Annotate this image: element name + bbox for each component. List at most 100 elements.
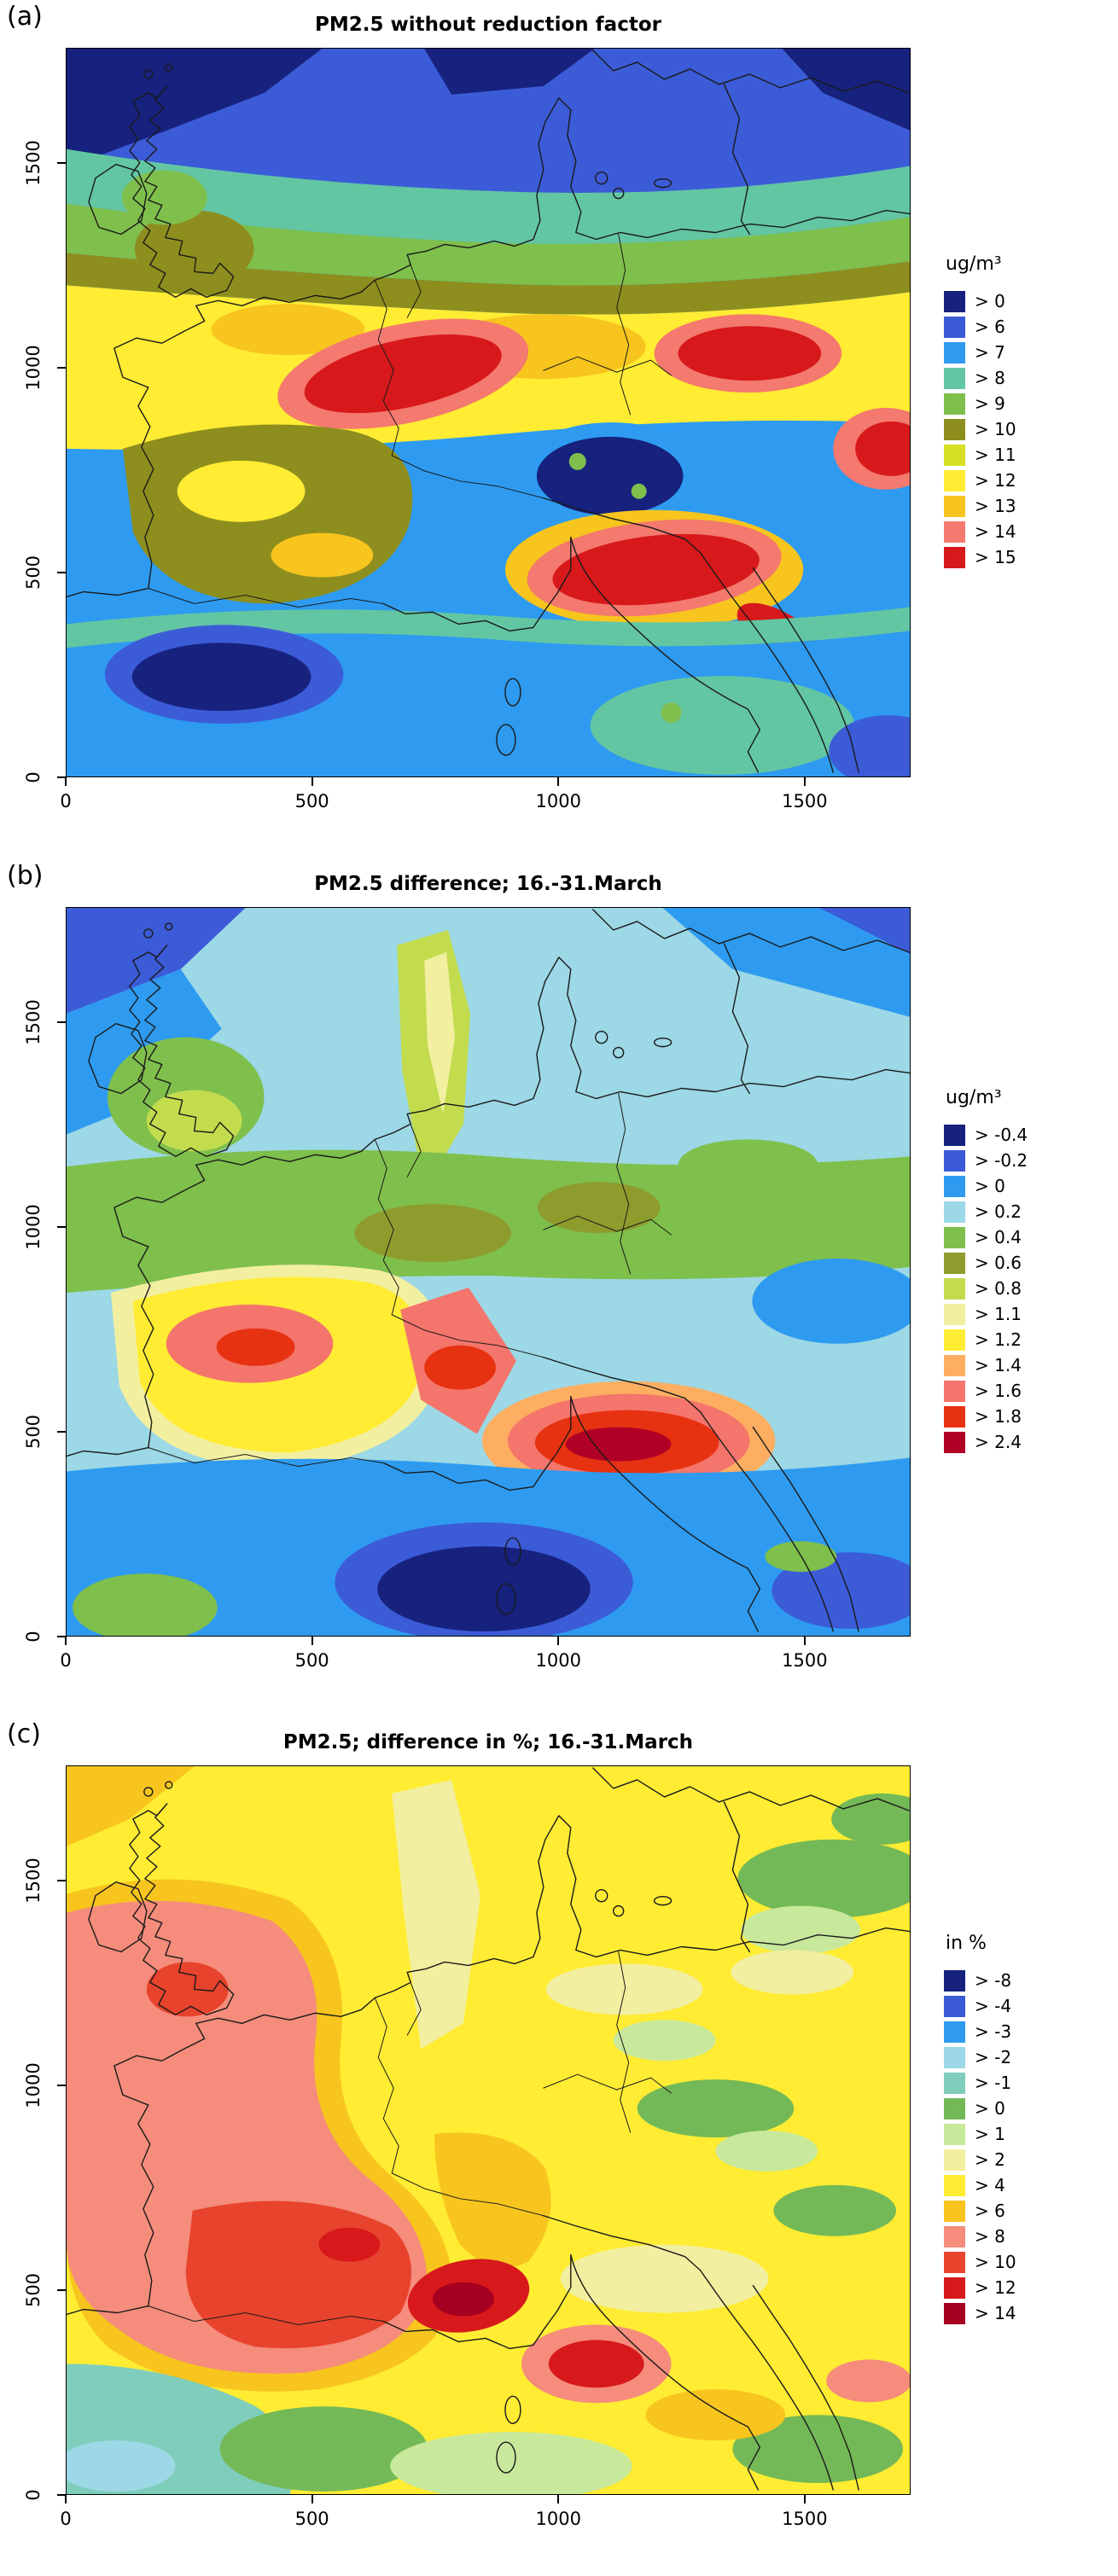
legend-swatch xyxy=(944,2123,965,2145)
plot-title-c: PM2.5; difference in %; 16.-31.March xyxy=(282,1731,694,1753)
legend-title-a: ug/m³ xyxy=(946,253,1002,275)
legend-swatch xyxy=(944,2072,965,2094)
legend-row: > -2 xyxy=(944,2046,1016,2068)
tick-mark xyxy=(57,161,66,164)
y-tick-label: 1000 xyxy=(23,1203,44,1250)
legend-label: > 0.2 xyxy=(975,1201,1022,1222)
heatmap-region xyxy=(67,253,910,315)
legend-swatch xyxy=(944,1277,965,1300)
tick-mark xyxy=(57,1636,66,1637)
panel-label-c: (c) xyxy=(7,1719,41,1749)
tick-mark xyxy=(311,777,313,786)
legend-row: > -0.2 xyxy=(944,1149,1028,1172)
heatmap-region xyxy=(271,532,374,578)
y-tick-label: 0 xyxy=(23,2489,44,2501)
legend-label: > 2.4 xyxy=(975,1432,1022,1452)
heatmap-region xyxy=(645,2389,786,2441)
legend-a: ug/m³ > 0 > 6 > 7 > 8 > 9 > 10 > 11 > 12 > 13 > 1… xyxy=(944,48,1016,777)
heatmap-region xyxy=(73,1573,218,1636)
legend-label: > 12 xyxy=(975,470,1016,491)
tick-mark xyxy=(57,571,66,573)
legend-label: > 1.2 xyxy=(975,1329,1022,1350)
heatmap-region xyxy=(548,2340,644,2388)
x-tick-label: 500 xyxy=(294,1650,329,1671)
heatmap-region xyxy=(392,1779,481,2050)
legend-row: > -3 xyxy=(944,2021,1016,2043)
legend-row: > 1.2 xyxy=(944,1329,1028,1351)
legend-label: > 8 xyxy=(975,2226,1005,2247)
heatmap-region xyxy=(826,2359,910,2403)
legend-c: in % > -8 > -4 > -3 > -2 > -1 > 0 > 1 > 2 > 4 > 6… xyxy=(944,1765,1016,2495)
heatmap-region xyxy=(537,1182,661,1234)
legend-swatch xyxy=(944,2174,965,2196)
heatmap-region xyxy=(737,1839,910,1918)
legend-swatch xyxy=(944,316,965,338)
legend-label: > 14 xyxy=(975,521,1016,542)
y-tick-label: 1500 xyxy=(23,998,44,1045)
legend-swatch xyxy=(944,290,965,312)
legend-label: > 8 xyxy=(975,368,1005,388)
legend-label: > -8 xyxy=(975,1970,1012,1991)
heatmap-c xyxy=(67,1766,910,2494)
x-tick-label: 0 xyxy=(60,1650,72,1671)
x-axis-b: 0 500 1000 1500 xyxy=(60,1637,911,1681)
heatmap-region xyxy=(67,49,323,168)
legend-row: > 1.8 xyxy=(944,1405,1028,1428)
heatmap-region xyxy=(715,2130,818,2172)
legend-swatch xyxy=(944,1175,965,1197)
heatmap-region xyxy=(67,148,910,244)
legend-row: > 2 xyxy=(944,2149,1016,2171)
heatmap-region xyxy=(829,715,910,776)
tick-mark xyxy=(65,2495,67,2503)
heatmap-region xyxy=(318,2227,381,2262)
legend-swatch xyxy=(944,1226,965,1248)
x-tick-label: 1500 xyxy=(782,1650,828,1671)
legend-label: > 7 xyxy=(975,342,1005,363)
legend-row: > -0.4 xyxy=(944,1124,1028,1146)
tick-mark xyxy=(65,777,67,786)
legend-title-b: ug/m³ xyxy=(946,1086,1002,1108)
heatmap-region xyxy=(390,2432,632,2494)
y-tick-label: 1500 xyxy=(23,139,44,186)
legend-label: > 0 xyxy=(975,2098,1005,2119)
legend-label: > -3 xyxy=(975,2021,1012,2042)
heatmap-region xyxy=(177,460,306,522)
legend-label: > 0 xyxy=(975,1176,1005,1196)
heatmap-region xyxy=(855,421,910,476)
heatmap-a xyxy=(67,49,910,776)
heatmap-region xyxy=(732,1209,853,1258)
map-plot-a xyxy=(66,48,911,777)
legend-swatch xyxy=(944,1329,965,1351)
heatmap-region xyxy=(146,1090,242,1152)
x-tick-label: 1000 xyxy=(535,791,581,811)
heatmap-region xyxy=(304,334,502,414)
legend-swatch xyxy=(944,1303,965,1325)
heatmap-region xyxy=(773,2184,897,2236)
heatmap-region xyxy=(433,2282,494,2317)
legend-title-c: in % xyxy=(946,1932,987,1954)
map-plot-c xyxy=(66,1765,911,2495)
tick-mark xyxy=(57,1225,66,1228)
legend-swatch xyxy=(944,469,965,491)
tick-mark xyxy=(57,1879,66,1881)
heatmap-region xyxy=(545,1963,703,2015)
x-tick-label: 1000 xyxy=(535,2509,581,2529)
legend-swatch xyxy=(944,1995,965,2017)
legend-swatch xyxy=(944,418,965,440)
x-tick-label: 0 xyxy=(60,791,72,811)
heatmap-region xyxy=(67,49,910,193)
heatmap-region xyxy=(434,2132,551,2268)
heatmap-region xyxy=(377,1546,591,1632)
legend-row: > 0.8 xyxy=(944,1277,1028,1300)
tick-mark xyxy=(57,1430,66,1433)
legend-swatch xyxy=(944,2200,965,2222)
heatmap-region xyxy=(568,452,586,470)
legend-row: > 1.6 xyxy=(944,1380,1028,1402)
legend-label: > 10 xyxy=(975,419,1016,439)
legend-label: > 0.6 xyxy=(975,1253,1022,1273)
legend-swatch xyxy=(944,1969,965,1992)
legend-row: > 6 xyxy=(944,316,1016,338)
heatmap-region xyxy=(637,2079,795,2137)
heatmap-region xyxy=(560,2244,769,2313)
heatmap-region xyxy=(146,1962,229,2017)
